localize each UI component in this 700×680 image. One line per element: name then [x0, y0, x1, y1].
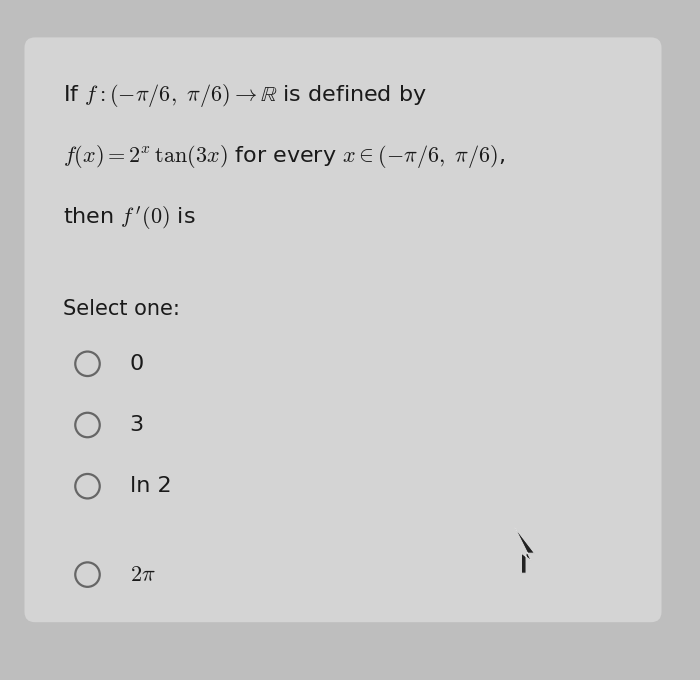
Text: $f(x) = 2^x\,\tan(3x)$ for every $x \in (-\pi/6,\ \pi/6)$,: $f(x) = 2^x\,\tan(3x)$ for every $x \in …	[63, 143, 505, 170]
Text: If $f : (-\pi/6,\ \pi/6) \rightarrow \mathbb{R}$ is defined by: If $f : (-\pi/6,\ \pi/6) \rightarrow \ma…	[63, 82, 427, 109]
Text: ln 2: ln 2	[130, 476, 171, 496]
Text: 0: 0	[130, 354, 144, 374]
Text: $2\pi$: $2\pi$	[130, 564, 155, 585]
Text: then $f\,'(0)$ is: then $f\,'(0)$ is	[63, 204, 195, 232]
Text: Select one:: Select one:	[63, 299, 180, 319]
Text: 3: 3	[130, 415, 144, 435]
Polygon shape	[514, 527, 535, 573]
